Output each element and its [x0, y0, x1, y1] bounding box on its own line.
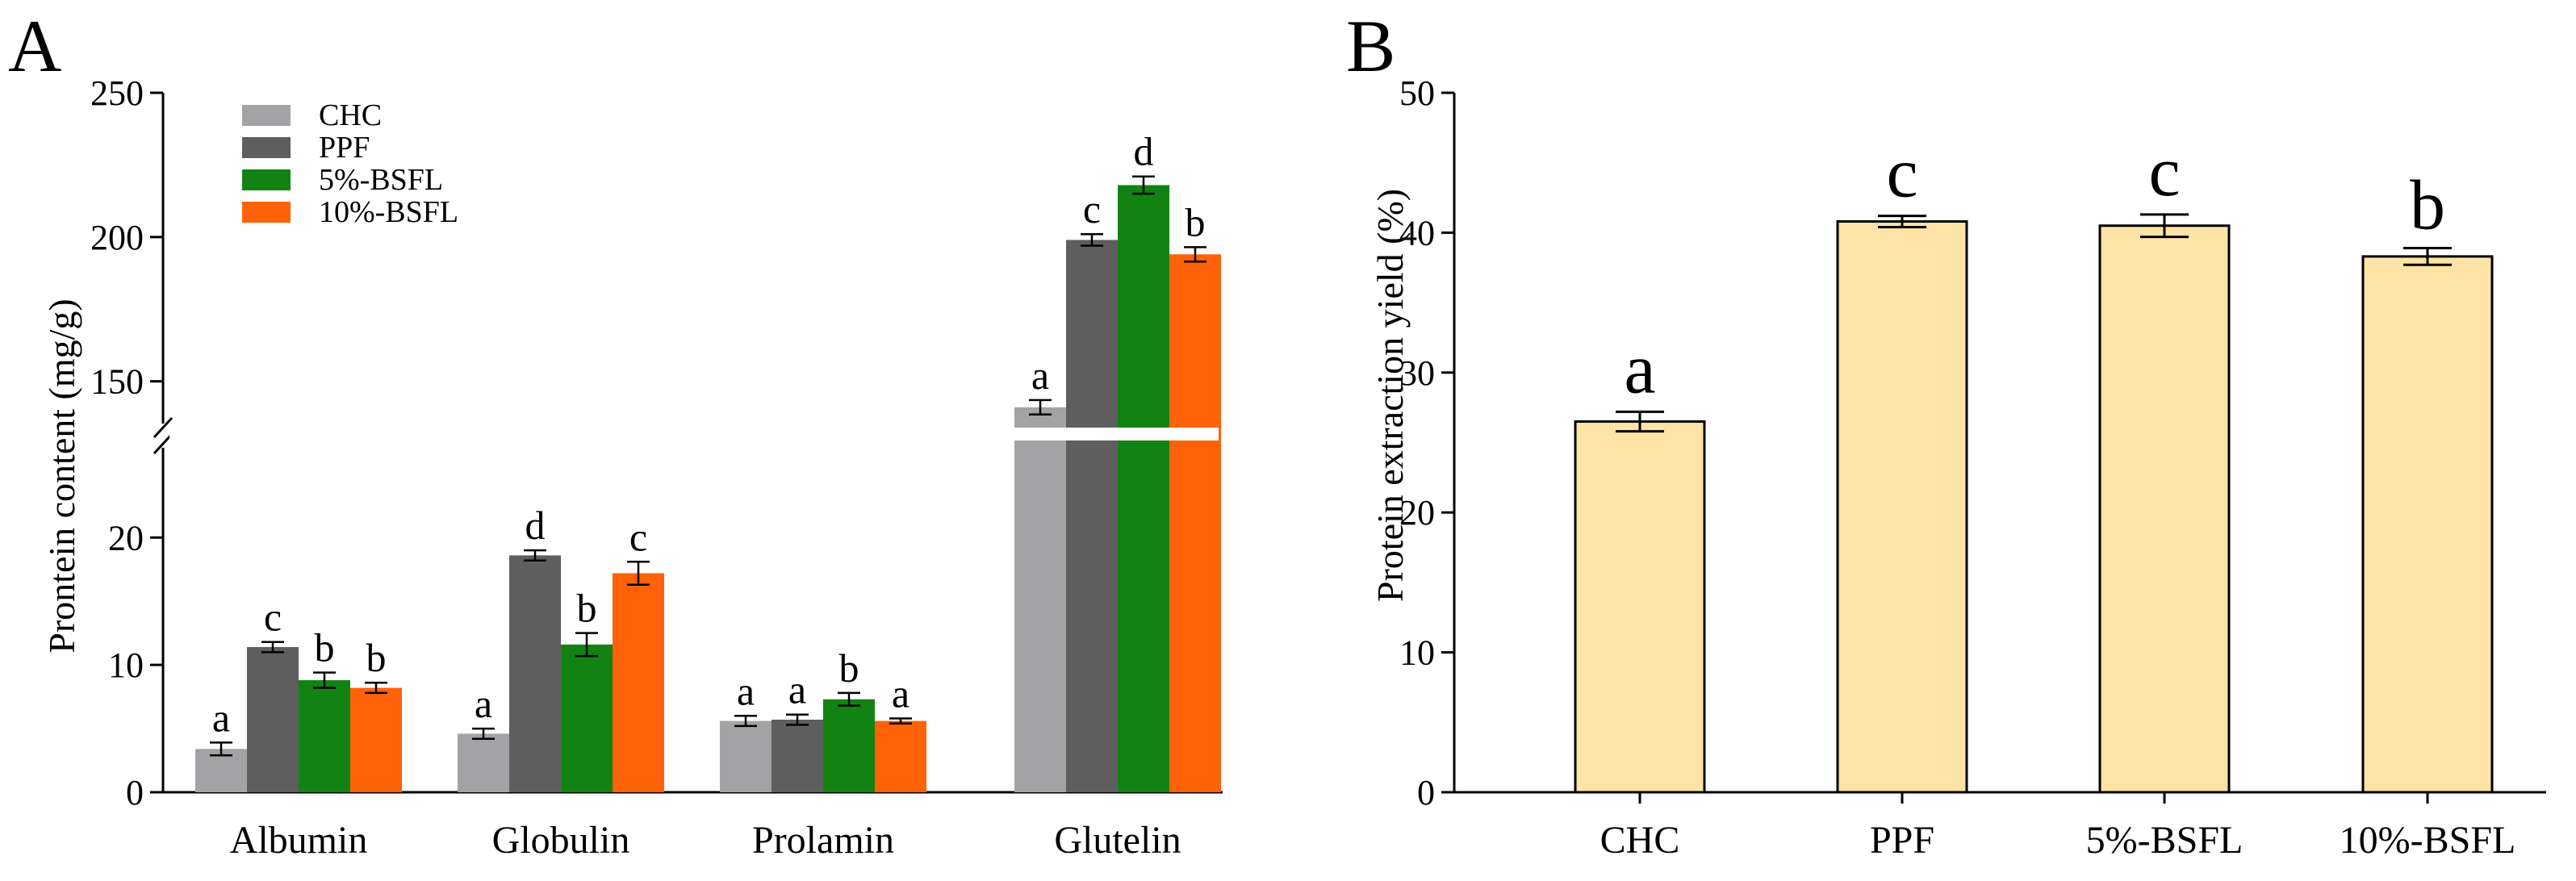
panel-a-y-tick-label: 150	[90, 362, 144, 402]
panel-b-y-tick-label: 20	[1399, 493, 1435, 532]
panel-a-category-label: Glutelin	[1054, 819, 1181, 862]
panel-a-bar	[561, 644, 613, 792]
panel-b-category-label: PPF	[1870, 819, 1934, 862]
panel-b-y-tick-label: 0	[1417, 773, 1435, 812]
panel-a-legend-swatch	[242, 202, 291, 223]
panel-a-significance-letter: a	[892, 670, 910, 716]
panel-a-bar	[509, 555, 561, 792]
panel-b-bar	[1836, 220, 1968, 794]
panel-a-significance-letter: c	[264, 595, 282, 640]
panel-a-bar	[299, 680, 350, 792]
panel-a-significance-letter: a	[475, 681, 492, 726]
panel-a-bar	[350, 687, 402, 792]
panel-a-bar	[458, 733, 509, 792]
panel-a-letter: A	[8, 5, 61, 87]
panel-a-chart: Prontein content (mg/g) 0 10 20 150 200 250 Al…	[41, 73, 1223, 862]
panel-b-category-label: 10%-BSFL	[2340, 819, 2516, 862]
panel-a-significance-letter: c	[629, 514, 647, 559]
panel-b-y-tick-label: 50	[1399, 73, 1435, 113]
panel-b-bar	[1574, 420, 1706, 794]
panel-b-bar	[2098, 224, 2231, 794]
panel-a-bar	[1118, 185, 1169, 792]
panel-a-significance-letter: b	[1186, 199, 1206, 244]
panel-a-legend-label: 5%-BSFL	[319, 163, 443, 197]
panel-a-legend-swatch	[242, 137, 291, 158]
panel-a-significance-letter: b	[839, 645, 859, 691]
panel-a-significance-letter: c	[1083, 186, 1101, 232]
panel-a-axis-break-mark	[153, 416, 174, 439]
panel-b-y-axis-title: Protein extraction yield (%)	[1370, 189, 1411, 602]
panel-a-axis-break-band	[169, 428, 1219, 440]
panel-a-category-label: Prolamin	[752, 819, 894, 862]
panel-a-y-tick-label: 200	[90, 218, 144, 257]
panel-a-category-label: Globulin	[492, 819, 630, 862]
panel-a-legend-swatch	[242, 169, 291, 190]
panel-a-significance-letter: b	[577, 586, 597, 631]
panel-a-y-tick-label: 0	[126, 773, 144, 812]
panel-a-legend-label: PPF	[319, 131, 370, 165]
panel-a-bar	[823, 699, 875, 792]
panel-b-y-tick-label: 30	[1399, 353, 1435, 393]
panel-a-legend-label: 10%-BSFL	[319, 195, 458, 229]
panel-b-significance-letter: c	[2148, 133, 2180, 211]
panel-a-significance-letter: a	[212, 695, 230, 740]
panel-a-axis-break-mark	[153, 432, 174, 455]
panel-a-bar	[1169, 254, 1221, 792]
panel-a-legend-swatch	[242, 105, 291, 126]
panel-b-y-tick-label: 10	[1399, 633, 1435, 673]
panel-b-significance-letter: b	[2410, 166, 2445, 244]
panel-a-significance-letter: b	[366, 635, 387, 680]
panel-a-bar	[875, 720, 926, 792]
panel-a-bar	[247, 647, 299, 792]
panel-b-bar	[2361, 255, 2494, 794]
panel-a-significance-letter: a	[737, 668, 755, 713]
panel-a-category-label: Albumin	[230, 819, 368, 862]
panel-a-y-tick-label: 250	[90, 73, 144, 113]
panel-a-significance-letter: b	[315, 625, 335, 670]
panel-b-significance-letter: a	[1624, 330, 1655, 408]
panel-b-y-tick-label: 40	[1399, 213, 1435, 253]
panel-b-chart: Protein extraction yield (%) 0 10 20 30 40 50…	[1370, 73, 2546, 862]
panel-a-significance-letter: a	[1031, 353, 1049, 398]
panel-a-bar	[613, 573, 664, 792]
panel-a-significance-letter: d	[1134, 129, 1154, 174]
panel-a-bar	[1066, 240, 1118, 792]
panel-b-letter: B	[1346, 5, 1395, 87]
panel-a-y-tick-label: 20	[108, 518, 144, 557]
panel-a-significance-letter: a	[788, 667, 806, 712]
panel-a-significance-letter: d	[525, 503, 546, 548]
panel-b-category-label: 5%-BSFL	[2086, 819, 2244, 862]
panel-a-legend-label: CHC	[319, 98, 382, 132]
panel-a-bar	[720, 720, 772, 792]
panel-b-significance-letter: c	[1886, 135, 1917, 213]
panel-a-bar	[1014, 407, 1066, 792]
panel-a-y-tick-label: 10	[108, 645, 144, 685]
panel-b-category-label: CHC	[1600, 819, 1680, 862]
panel-a-bar	[772, 720, 823, 792]
panel-a-y-axis-title: Prontein content (mg/g)	[41, 299, 82, 653]
